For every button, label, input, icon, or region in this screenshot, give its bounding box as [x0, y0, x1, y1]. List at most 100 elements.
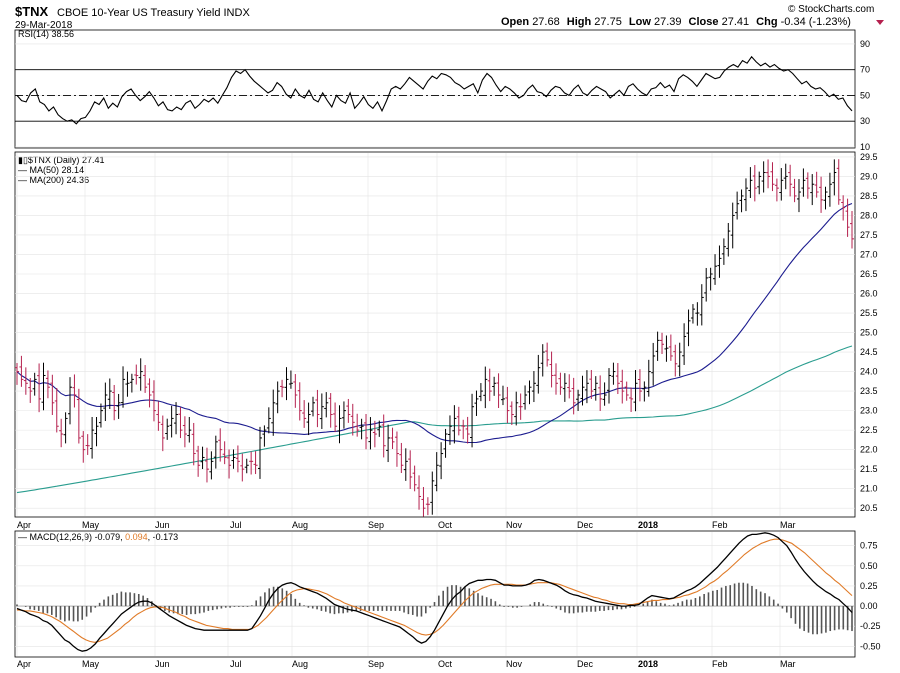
- ohlc-bar: [487, 368, 492, 402]
- ohlc-bar: [390, 427, 395, 449]
- macd-tick-label: 0.25: [860, 581, 878, 591]
- rsi-tick-label: 30: [860, 116, 870, 126]
- ohlc-bar: [138, 358, 143, 391]
- ohlc-bar: [23, 367, 28, 395]
- chart-date: 29-Mar-2018: [15, 20, 73, 31]
- price-x-label: May: [82, 520, 100, 530]
- ohlc-bar: [642, 381, 647, 402]
- rsi-frame: [14, 29, 856, 149]
- ohlc-bar: [470, 393, 475, 448]
- ohlc-bar: [567, 374, 572, 399]
- ohlc-bar: [456, 406, 461, 436]
- ohlc-bar: [425, 497, 430, 516]
- ma50-legend-icon: —: [18, 165, 30, 175]
- ohlc-bar: [708, 267, 713, 291]
- ohlc-bar: [249, 451, 254, 475]
- price-x-label: Jul: [230, 520, 242, 530]
- ohlc-bar: [496, 373, 501, 409]
- ohlc-bar: [231, 449, 236, 469]
- ohlc-bar: [68, 377, 73, 425]
- ohlc-bar: [602, 382, 607, 406]
- ohlc-bar: [45, 370, 50, 399]
- ohlc-bar: [819, 176, 824, 213]
- ohlc-bar: [324, 392, 329, 418]
- ohlc-bar: [779, 168, 784, 201]
- ohlc-bar: [280, 379, 285, 398]
- ohlc-bar: [399, 442, 404, 474]
- macd-x-label: Apr: [17, 659, 31, 669]
- ohlc-bar: [730, 202, 735, 249]
- ohlc-bar: [112, 384, 117, 421]
- ohlc-bar: [240, 453, 245, 482]
- ohlc-bar: [147, 378, 152, 408]
- ohlc-bar: [103, 382, 108, 422]
- ohlc-bar: [514, 391, 519, 426]
- price-x-label: Apr: [17, 520, 31, 530]
- ohlc-bar: [443, 428, 448, 458]
- price-tick-label: 23.5: [860, 386, 878, 396]
- ohlc-bar: [465, 416, 470, 444]
- macd-x-label: May: [82, 659, 100, 669]
- ohlc-bar: [690, 304, 695, 324]
- price-x-label: Dec: [577, 520, 594, 530]
- ohlc-bar: [717, 245, 722, 278]
- price-tick-label: 23.0: [860, 406, 878, 416]
- ohlc-bar: [757, 171, 762, 195]
- low-label: Low: [629, 16, 651, 28]
- ohlc-bar: [841, 195, 846, 221]
- ohlc-bar: [739, 189, 744, 213]
- ohlc-bar: [439, 442, 444, 480]
- price-tick-label: 24.5: [860, 347, 878, 357]
- macd-x-label: Oct: [438, 659, 453, 669]
- close-label: Close: [689, 16, 719, 28]
- macd-tick-label: -0.50: [860, 641, 881, 651]
- ohlc-bar: [271, 389, 276, 436]
- ohlc-bar: [836, 159, 841, 205]
- ohlc-bar: [593, 376, 598, 401]
- ohlc-bar: [801, 168, 806, 197]
- ohlc-bar: [483, 366, 488, 409]
- macd-signal-line: [17, 538, 853, 643]
- ohlc-bar: [81, 431, 86, 463]
- price-tick-label: 28.0: [860, 210, 878, 220]
- ohlc-bar: [509, 401, 514, 426]
- price-x-label: Oct: [438, 520, 453, 530]
- ohlc-bar: [76, 388, 81, 444]
- ohlc-bar: [403, 448, 408, 481]
- ohlc-bar: [156, 401, 161, 431]
- macd-x-label: Dec: [577, 659, 594, 669]
- price-tick-label: 28.5: [860, 191, 878, 201]
- ohlc-bar: [328, 393, 333, 428]
- ohlc-bar: [341, 401, 346, 429]
- price-tick-label: 21.0: [860, 484, 878, 494]
- ohlc-bar: [545, 342, 550, 367]
- price-legend: ▮▯$TNX (Daily) 27.41: [18, 155, 104, 165]
- ohlc-bar: [814, 171, 819, 198]
- ohlc-bar: [408, 450, 413, 489]
- ohlc-bar: [518, 393, 523, 420]
- ohlc-bar: [129, 373, 134, 393]
- ohlc-bar: [174, 402, 179, 435]
- ohlc-bar: [682, 323, 687, 365]
- ohlc-bar: [624, 381, 629, 401]
- ohlc-bar: [253, 451, 258, 475]
- ohlc-bar: [19, 355, 24, 387]
- ohlc-bar: [218, 428, 223, 462]
- macd-legend-icon: —: [18, 532, 30, 542]
- ohlc-bar: [726, 222, 731, 257]
- macd-tick-label: 0.50: [860, 561, 878, 571]
- price-tick-label: 24.0: [860, 367, 878, 377]
- ohlc-bar: [474, 390, 479, 416]
- price-tick-label: 22.5: [860, 425, 878, 435]
- ohlc-bar: [37, 363, 42, 413]
- macd-x-label: Nov: [506, 659, 523, 669]
- ohlc-bar: [381, 414, 386, 458]
- ohlc-bar: [151, 380, 156, 422]
- price-tick-label: 21.5: [860, 464, 878, 474]
- ohlc-bar: [827, 172, 832, 207]
- ohlc-bar: [412, 465, 417, 492]
- ohlc-bar: [262, 425, 267, 447]
- rsi-legend: RSI(14) 38.56: [18, 29, 74, 39]
- ohlc-bar: [244, 458, 249, 474]
- ohlc-bar: [350, 403, 355, 436]
